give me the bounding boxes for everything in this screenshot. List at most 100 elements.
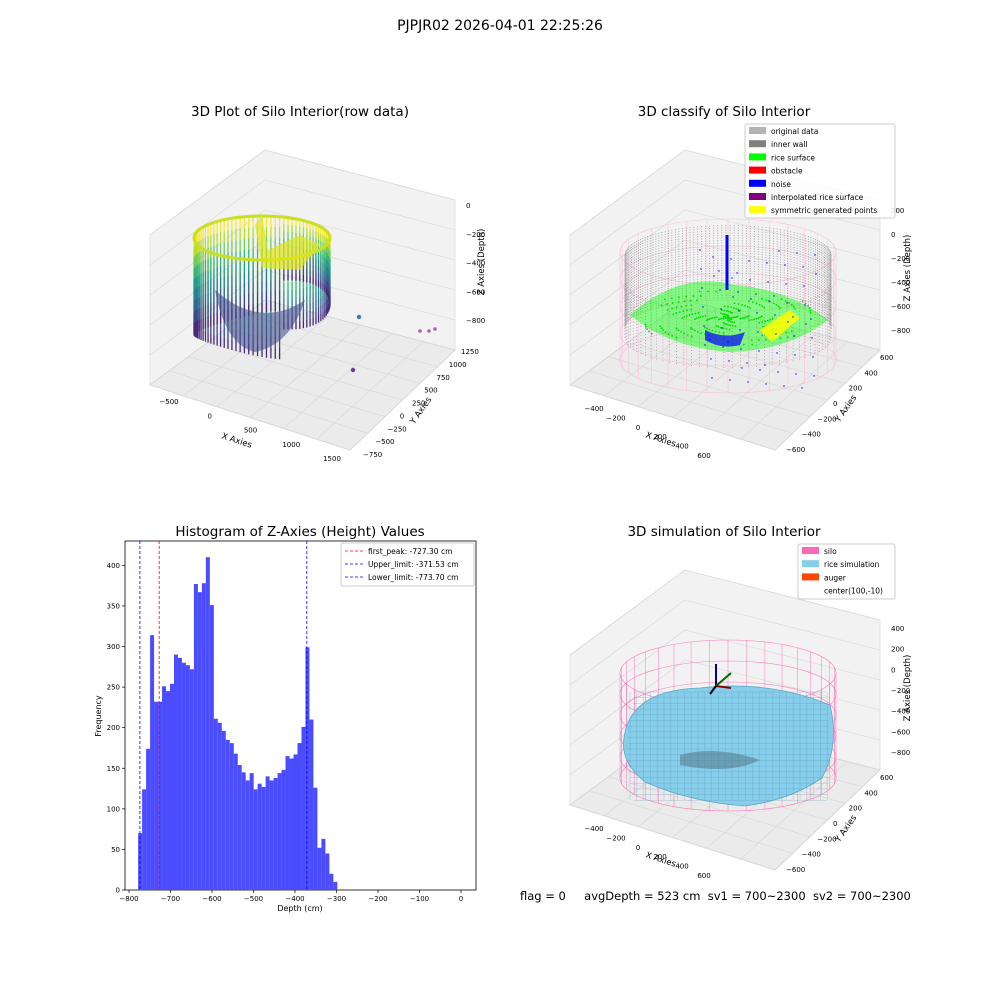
classify-rice-point bbox=[691, 328, 694, 331]
histogram-x-tick-label: −100 bbox=[410, 895, 429, 903]
sv2-text: sv2 = 700~2300 bbox=[812, 889, 911, 903]
grid-line bbox=[264, 149, 456, 201]
classify-rice-point bbox=[671, 302, 674, 304]
grid-line bbox=[264, 179, 456, 231]
classify-legend-swatch bbox=[749, 166, 766, 174]
classify-x-tick-label: 200 bbox=[653, 433, 666, 441]
classify-rice-point bbox=[695, 299, 698, 302]
raw-y-tick-label: 500 bbox=[424, 387, 437, 395]
classify-noise-point bbox=[758, 350, 760, 352]
classify-rice-point bbox=[755, 302, 758, 305]
raw-y-tick-label: −500 bbox=[375, 438, 394, 446]
classify-rice-point bbox=[731, 321, 734, 323]
classify-legend-label: inner wall bbox=[771, 140, 808, 149]
classify-rice-point bbox=[724, 315, 727, 318]
classify-legend-label: original data bbox=[771, 127, 818, 136]
classify-x-tick-label: 0 bbox=[636, 424, 640, 432]
classify-rice-point bbox=[790, 330, 793, 333]
histogram-bar bbox=[173, 654, 178, 890]
classify-rice-point bbox=[760, 315, 763, 318]
classify-noise-point bbox=[741, 367, 743, 369]
classify-noise-point bbox=[765, 383, 767, 385]
classify-rice-point bbox=[671, 335, 674, 337]
classify-rice-point bbox=[747, 300, 750, 303]
sim-y-tick-label: 0 bbox=[833, 820, 837, 828]
classify-y-tick-label: 0 bbox=[833, 400, 837, 408]
histogram-bar bbox=[201, 583, 206, 890]
classify-rice-point bbox=[686, 309, 689, 312]
classify-y-tick-label: −400 bbox=[802, 431, 821, 439]
sv1-text: sv1 = 700~2300 bbox=[707, 889, 806, 903]
sim-x-tick-label: 400 bbox=[675, 863, 688, 871]
grid-line bbox=[149, 149, 266, 236]
classify-rice-point bbox=[694, 329, 696, 332]
classify-rice-point bbox=[663, 298, 666, 301]
histogram-bar bbox=[158, 701, 163, 890]
raw-z-tick-label: −400 bbox=[466, 260, 485, 268]
classify-rice-point bbox=[727, 316, 730, 319]
histogram-y-tick-label: 350 bbox=[107, 602, 120, 610]
sim-z-tick-label: −400 bbox=[891, 708, 910, 716]
histogram-bar bbox=[225, 739, 230, 890]
classify-y-tick-label: 200 bbox=[849, 385, 862, 393]
histogram-x-tick-label: −200 bbox=[368, 895, 387, 903]
classify-rice-point bbox=[682, 310, 685, 313]
classify-noise-point bbox=[776, 352, 778, 354]
classify-rice-point bbox=[794, 307, 797, 310]
classify-rice-point bbox=[763, 306, 766, 309]
classify-rice-point bbox=[714, 330, 717, 333]
raw-z-axis-label: Z Axies (Depth) bbox=[477, 229, 487, 296]
classify-noise-point bbox=[787, 321, 789, 323]
sim-x-tick-label: 0 bbox=[636, 844, 640, 852]
sim-legend-swatch bbox=[802, 573, 819, 581]
classify-rice-point bbox=[695, 317, 698, 320]
classify-noise-point bbox=[747, 381, 749, 383]
flag-text: flag = 0 bbox=[520, 889, 566, 903]
classify-rice-point bbox=[729, 324, 732, 327]
classify-rice-point bbox=[765, 299, 768, 302]
classify-panel-title: 3D classify of Silo Interior bbox=[638, 104, 811, 120]
classify-rice-point bbox=[727, 323, 729, 326]
histogram-bar bbox=[233, 753, 238, 890]
classify-rice-point bbox=[719, 326, 722, 329]
sim-z-tick-label: 0 bbox=[891, 666, 895, 674]
classify-rice-point bbox=[722, 317, 725, 320]
classify-noise-point bbox=[700, 268, 702, 270]
classify-rice-point bbox=[744, 316, 747, 319]
classify-rice-point bbox=[746, 315, 749, 318]
classify-rice-point bbox=[719, 312, 722, 315]
classify-noise-point bbox=[775, 333, 777, 335]
avg-depth-text: avgDepth = 523 cm bbox=[584, 889, 701, 903]
histogram-bar bbox=[177, 657, 182, 890]
classify-noise-point bbox=[803, 285, 805, 287]
classify-rice-point bbox=[677, 329, 680, 332]
histogram-legend-label: first_peak: -727.30 cm bbox=[368, 547, 452, 556]
histogram-bar bbox=[301, 726, 306, 890]
figure-title: PJPJR02 2026-04-01 22:25:26 bbox=[397, 18, 603, 34]
classify-rice-point bbox=[690, 308, 692, 311]
classify-rice-point bbox=[721, 309, 723, 311]
classify-rice-point bbox=[696, 331, 699, 333]
classify-rice-point bbox=[785, 331, 788, 334]
classify-noise-point bbox=[739, 329, 741, 331]
classify-legend: original data inner wall rice surface obsta… bbox=[744, 123, 896, 219]
classify-rice-point bbox=[675, 336, 678, 339]
classify-rice-point bbox=[761, 305, 764, 307]
classify-noise-point bbox=[768, 300, 770, 302]
classify-rice-point bbox=[675, 327, 678, 330]
histogram-bar bbox=[245, 780, 250, 890]
histogram-bar bbox=[305, 647, 310, 890]
classify-noise-point bbox=[728, 360, 730, 362]
sim-rice-surface bbox=[623, 685, 834, 807]
classify-rice-point bbox=[758, 321, 761, 324]
classify-rice-point bbox=[755, 317, 758, 320]
histogram-bar bbox=[217, 722, 222, 890]
classify-rice-point bbox=[764, 320, 767, 323]
classify-noise-point bbox=[710, 358, 712, 360]
classify-y-axis-label: Y Axies bbox=[833, 393, 860, 425]
histogram-bar bbox=[209, 605, 214, 890]
classify-legend-label: obstacle bbox=[771, 167, 803, 176]
classify-rice-point bbox=[688, 314, 691, 316]
classify-rice-point bbox=[737, 303, 740, 305]
classify-rice-point bbox=[680, 330, 682, 333]
